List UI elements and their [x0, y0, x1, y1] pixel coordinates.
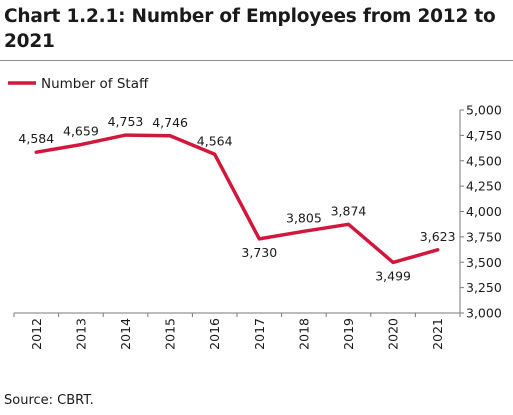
y-tick-label: 5,000 [466, 103, 502, 118]
data-label: 3,874 [331, 203, 367, 218]
x-tick-label: 2012 [29, 318, 44, 350]
y-tick-label: 3,500 [466, 255, 502, 270]
y-tick-label: 4,500 [466, 153, 502, 168]
series-line-number-of-staff [34, 133, 440, 265]
data-point [258, 237, 261, 241]
data-label: 3,623 [420, 229, 456, 244]
data-label: 4,659 [63, 124, 99, 139]
y-tick-label: 3,000 [466, 306, 502, 321]
data-label: 3,499 [375, 268, 411, 283]
y-tick-label: 4,250 [466, 179, 502, 194]
data-point [347, 223, 350, 226]
x-tick-label: 2017 [252, 318, 267, 350]
data-label: 4,584 [18, 131, 54, 146]
x-tick-label: 2015 [163, 318, 178, 350]
x-tick-label: 2016 [207, 318, 222, 350]
data-point [79, 143, 83, 146]
source-note: Source: CBRT. [4, 393, 94, 408]
x-tick-label: 2013 [73, 318, 88, 350]
data-label: 4,564 [197, 133, 233, 148]
legend: Number of Staff [8, 76, 149, 92]
data-point [35, 151, 38, 154]
y-tick-label: 4,000 [466, 204, 502, 219]
x-tick-label: 2019 [341, 318, 356, 350]
chart-title: Chart 1.2.1: Number of Employees from 20… [4, 6, 496, 52]
plot-area: 3,000 3,250 3,500 3,750 4,000 4,250 4,500 4,750… [13, 103, 502, 350]
data-point [302, 230, 306, 233]
x-tick-label: 2021 [430, 318, 445, 350]
y-tick-label: 4,750 [466, 128, 502, 143]
data-label: 3,730 [241, 245, 277, 260]
data-label: 4,753 [108, 114, 144, 129]
x-tick-label: 2014 [118, 318, 133, 350]
line-chart: Number of Staff 3,000 3,250 3,500 3,750 4,00… [8, 76, 502, 350]
data-point [124, 133, 127, 137]
legend-label: Number of Staff [41, 76, 149, 92]
data-point [436, 248, 439, 251]
data-label: 4,746 [152, 115, 188, 130]
x-tick-label: 2020 [386, 318, 401, 350]
x-tick-label: 2018 [296, 318, 311, 350]
title-divider [0, 60, 513, 61]
data-point [213, 153, 216, 156]
data-label: 3,805 [286, 210, 322, 225]
data-point [391, 261, 395, 264]
y-tick-label: 3,250 [466, 280, 502, 295]
data-point [168, 134, 172, 137]
y-tick-label: 3,750 [466, 229, 502, 244]
